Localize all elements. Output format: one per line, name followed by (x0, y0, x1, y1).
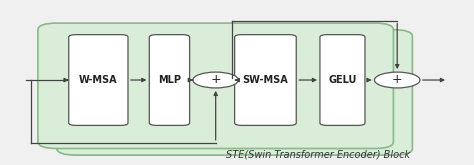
FancyBboxPatch shape (38, 23, 393, 148)
Circle shape (374, 72, 420, 88)
Text: SW-MSA: SW-MSA (243, 75, 288, 85)
FancyBboxPatch shape (235, 35, 296, 125)
Text: W-MSA: W-MSA (79, 75, 118, 85)
Text: +: + (210, 73, 221, 86)
Text: STE(Swin Transformer Encoder) Block: STE(Swin Transformer Encoder) Block (226, 149, 410, 159)
FancyBboxPatch shape (69, 35, 128, 125)
Circle shape (193, 72, 238, 88)
FancyBboxPatch shape (57, 30, 412, 155)
FancyBboxPatch shape (149, 35, 190, 125)
Text: +: + (392, 73, 402, 86)
Text: MLP: MLP (158, 75, 181, 85)
Text: GELU: GELU (328, 75, 356, 85)
FancyBboxPatch shape (320, 35, 365, 125)
